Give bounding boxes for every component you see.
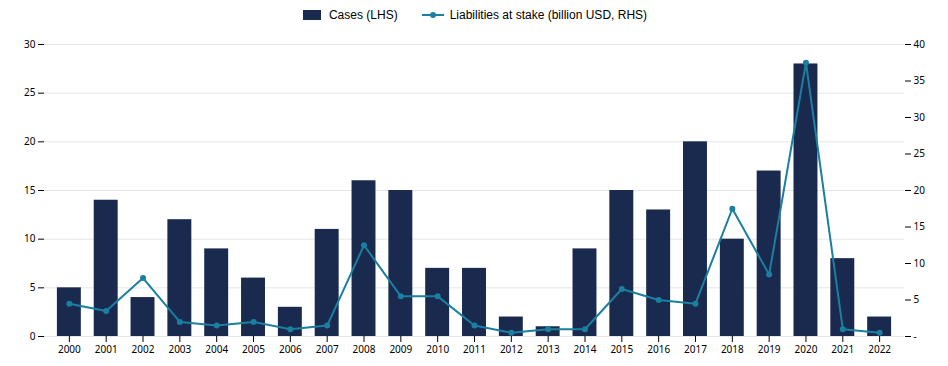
svg-text:2011: 2011 bbox=[463, 342, 486, 356]
svg-text:2002: 2002 bbox=[132, 342, 155, 356]
svg-text:2005: 2005 bbox=[242, 342, 265, 356]
svg-text:2004: 2004 bbox=[205, 342, 228, 356]
svg-text:2001: 2001 bbox=[95, 342, 118, 356]
svg-text:2015: 2015 bbox=[610, 342, 633, 356]
svg-text:40: 40 bbox=[914, 37, 926, 51]
svg-text:15: 15 bbox=[914, 219, 926, 233]
svg-text:2022: 2022 bbox=[868, 342, 891, 356]
svg-text:2009: 2009 bbox=[389, 342, 412, 356]
svg-text:2003: 2003 bbox=[168, 342, 191, 356]
svg-text:2010: 2010 bbox=[426, 342, 449, 356]
svg-text:5: 5 bbox=[914, 292, 920, 306]
svg-text:2021: 2021 bbox=[831, 342, 854, 356]
html-text:Cases (LHS): Cases (LHS) bbox=[329, 8, 398, 22]
svg-text:20: 20 bbox=[914, 183, 926, 197]
svg-text:2014: 2014 bbox=[574, 342, 597, 356]
svg-text:2007: 2007 bbox=[316, 342, 339, 356]
svg-text:2016: 2016 bbox=[647, 342, 670, 356]
svg-text:2000: 2000 bbox=[58, 342, 81, 356]
svg-text:2019: 2019 bbox=[758, 342, 781, 356]
html-text:Liabilities at stake (billion: Liabilities at stake (billion USD, RHS) bbox=[449, 8, 647, 22]
svg-text:2012: 2012 bbox=[500, 342, 523, 356]
svg-text:0: 0 bbox=[30, 329, 36, 343]
svg-text:10: 10 bbox=[24, 231, 36, 245]
svg-text:2017: 2017 bbox=[684, 342, 707, 356]
svg-text:30: 30 bbox=[914, 110, 926, 124]
svg-text:20: 20 bbox=[24, 134, 36, 148]
svg-text:2020: 2020 bbox=[795, 342, 818, 356]
svg-text:5: 5 bbox=[30, 280, 36, 294]
svg-text:15: 15 bbox=[24, 183, 36, 197]
svg-text:2013: 2013 bbox=[537, 342, 560, 356]
svg-text:25: 25 bbox=[914, 146, 926, 160]
svg-text:10: 10 bbox=[914, 256, 926, 270]
svg-text:-: - bbox=[914, 329, 917, 343]
svg-text:25: 25 bbox=[24, 85, 36, 99]
svg-text:2008: 2008 bbox=[353, 342, 376, 356]
svg-text:30: 30 bbox=[24, 37, 36, 51]
svg-text:2006: 2006 bbox=[279, 342, 302, 356]
svg-text:2018: 2018 bbox=[721, 342, 744, 356]
svg-text:35: 35 bbox=[914, 73, 926, 87]
